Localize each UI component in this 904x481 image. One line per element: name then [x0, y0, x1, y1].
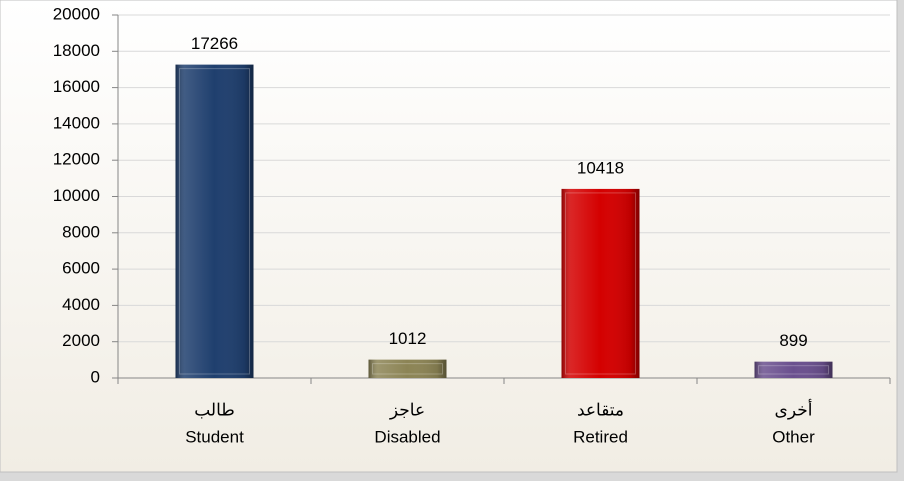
y-tick-label: 18000 [53, 41, 100, 60]
y-tick-label: 4000 [62, 295, 100, 314]
x-tick-label: عاجز [389, 400, 425, 420]
bar-bevel-edge [758, 365, 829, 375]
chart-background [0, 0, 898, 473]
x-tick-label: أخرى [775, 398, 813, 420]
data-label: 1012 [389, 329, 427, 348]
bar-bevel-edge [565, 192, 636, 375]
x-tick-label: متقاعد [577, 400, 624, 419]
bar-bevel [175, 64, 254, 378]
y-tick-label: 6000 [62, 259, 100, 278]
y-tick-label: 2000 [62, 331, 100, 350]
y-tick-label: 16000 [53, 77, 100, 96]
y-tick-label: 8000 [62, 222, 100, 241]
bar-bevel [561, 188, 640, 378]
bar-bevel [368, 359, 447, 378]
data-label: 899 [779, 331, 807, 350]
y-tick-label: 0 [91, 367, 100, 386]
y-tick-label: 20000 [53, 4, 100, 23]
y-tick-label: 12000 [53, 150, 100, 169]
y-tick-label: 14000 [53, 113, 100, 132]
bar-bevel-edge [372, 363, 443, 375]
x-tick-label: Student [185, 427, 244, 446]
data-label: 10418 [577, 158, 624, 177]
x-tick-label: Other [772, 427, 815, 446]
bar-bevel [754, 361, 833, 378]
x-tick-label: Retired [573, 427, 628, 446]
y-tick-label: 10000 [53, 186, 100, 205]
bar-bevel-edge [179, 68, 250, 375]
data-label: 17266 [191, 34, 238, 53]
x-tick-label: Disabled [374, 427, 440, 446]
x-tick-label: طالب [194, 400, 235, 419]
